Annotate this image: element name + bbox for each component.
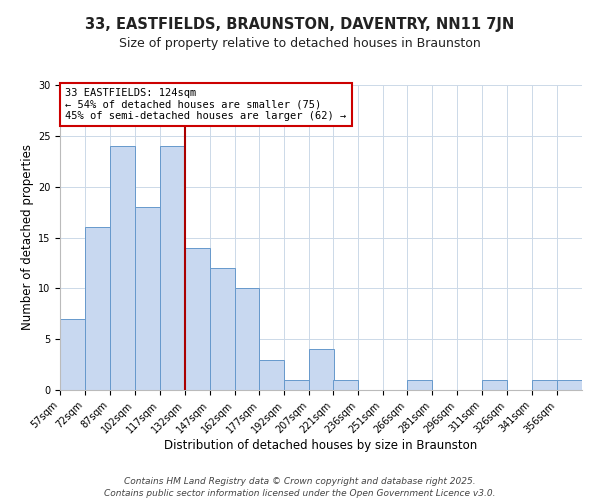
- Bar: [160, 146, 185, 390]
- Bar: [407, 380, 433, 390]
- Bar: [259, 360, 284, 390]
- Bar: [482, 380, 507, 390]
- Bar: [332, 380, 358, 390]
- Bar: [557, 380, 582, 390]
- Bar: [85, 228, 110, 390]
- Bar: [310, 350, 334, 390]
- Bar: [110, 146, 135, 390]
- Bar: [60, 319, 85, 390]
- Text: 33 EASTFIELDS: 124sqm
← 54% of detached houses are smaller (75)
45% of semi-deta: 33 EASTFIELDS: 124sqm ← 54% of detached …: [65, 88, 346, 121]
- Bar: [209, 268, 235, 390]
- Bar: [284, 380, 310, 390]
- Text: Contains HM Land Registry data © Crown copyright and database right 2025.
Contai: Contains HM Land Registry data © Crown c…: [104, 476, 496, 498]
- Text: Size of property relative to detached houses in Braunston: Size of property relative to detached ho…: [119, 38, 481, 51]
- Bar: [135, 207, 160, 390]
- Y-axis label: Number of detached properties: Number of detached properties: [20, 144, 34, 330]
- Bar: [185, 248, 209, 390]
- Text: 33, EASTFIELDS, BRAUNSTON, DAVENTRY, NN11 7JN: 33, EASTFIELDS, BRAUNSTON, DAVENTRY, NN1…: [85, 18, 515, 32]
- Bar: [235, 288, 259, 390]
- X-axis label: Distribution of detached houses by size in Braunston: Distribution of detached houses by size …: [164, 439, 478, 452]
- Bar: [532, 380, 557, 390]
